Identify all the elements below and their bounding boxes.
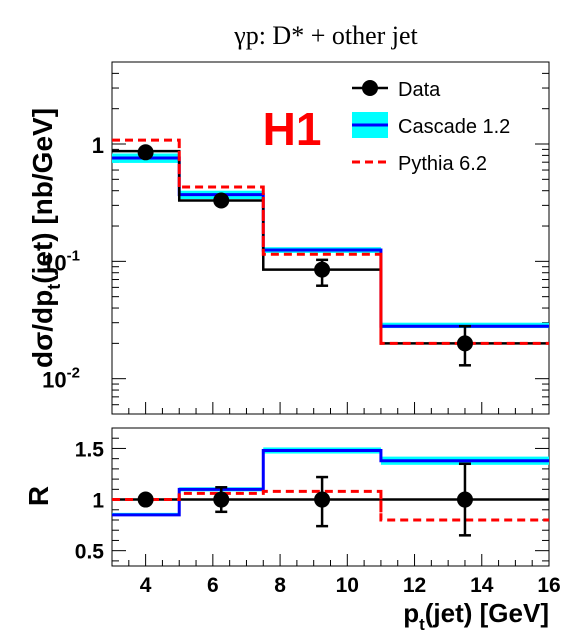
x-tick-label: 16 (537, 574, 560, 597)
y-tick-label: 0.5 (75, 541, 105, 564)
plot-frame (112, 62, 549, 414)
y-tick-label: 1 (92, 490, 104, 513)
data-points (138, 144, 473, 365)
data-point (138, 492, 154, 508)
y-tick-label-exp: -2 (67, 365, 80, 382)
top-y-axis-label: dσ/dpt(jet) [nb/GeV] (27, 108, 64, 368)
legend: Data Cascade 1.2 Pythia 6.2 (352, 79, 510, 175)
experiment-label: H1 (263, 103, 322, 155)
legend-item: Pythia 6.2 (352, 153, 487, 175)
x-axis-label-rest: (jet) [GeV] (425, 598, 549, 628)
x-axis-label: pt(jet) [GeV] (403, 598, 549, 634)
cascade-band (112, 154, 549, 329)
data-point (314, 492, 330, 508)
y-ticks (112, 62, 549, 414)
data-point (457, 492, 473, 508)
legend-symbol-point (362, 80, 378, 96)
cascade-line (112, 450, 549, 514)
data-point (457, 335, 473, 351)
x-ticks (112, 554, 549, 566)
data-point (138, 144, 154, 160)
legend-label: Cascade 1.2 (398, 116, 510, 138)
y-tick-label: 1.5 (75, 438, 105, 461)
x-tick-label: 10 (336, 574, 359, 597)
x-axis-label-main: p (403, 598, 419, 628)
data-point (213, 492, 229, 508)
data-point (314, 262, 330, 278)
legend-item: Cascade 1.2 (352, 112, 510, 138)
x-tick-label: 4 (140, 574, 152, 597)
top-y-axis-label-rest: (jet) [nb/GeV] (27, 108, 58, 284)
y-tick-label-exp: -1 (67, 247, 80, 264)
cascade-band (112, 447, 549, 515)
bottom-y-axis-label: R (23, 486, 54, 506)
x-tick-label: 12 (403, 574, 426, 597)
y-tick-label-base: 10 (42, 368, 66, 393)
cascade-line (112, 158, 549, 326)
legend-label: Pythia 6.2 (398, 153, 487, 175)
bottom-panel: 0.5 1 1.5 4 6 8 10 12 14 16 (75, 428, 561, 597)
data-point (213, 193, 229, 209)
x-tick-label: 14 (470, 574, 494, 597)
top-y-axis-label-main: dσ/dp (27, 290, 58, 368)
legend-label: Data (398, 79, 441, 101)
chart-title: γp: D* + other jet (233, 21, 418, 50)
x-tick-label: 6 (207, 574, 219, 597)
x-ticks (112, 402, 549, 414)
x-tick-label: 8 (274, 574, 286, 597)
y-tick-label: 1 (92, 133, 104, 158)
legend-item: Data (352, 79, 441, 101)
